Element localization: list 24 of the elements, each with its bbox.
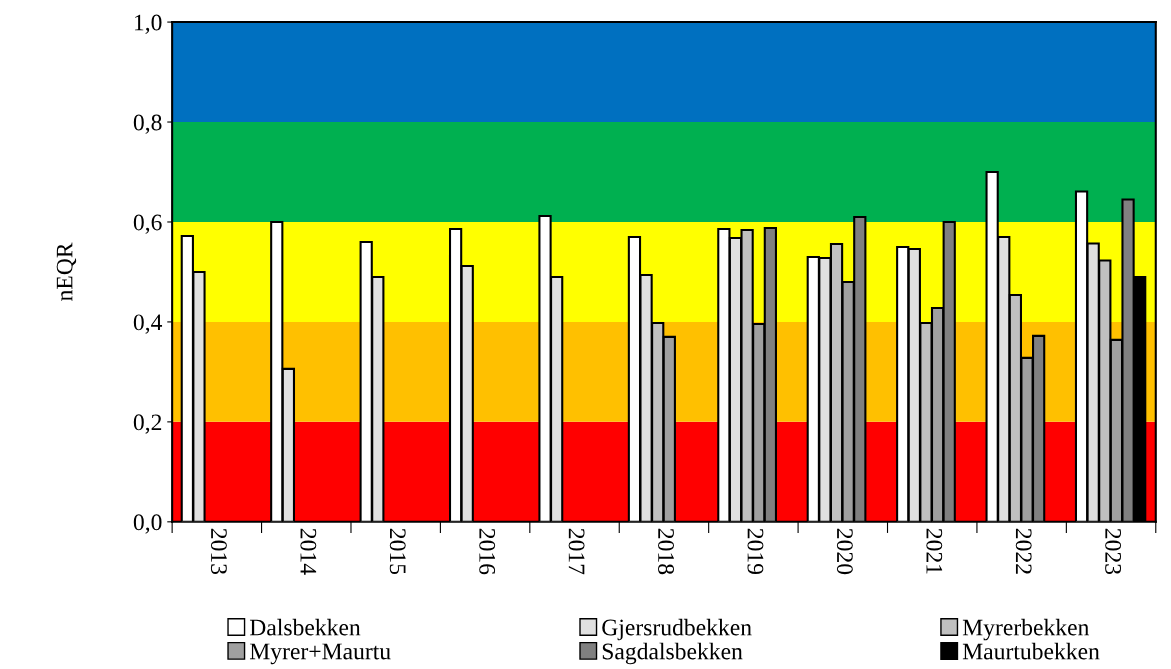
y-axis-title: nEQR — [56, 242, 77, 301]
x-tick-label: 2021 — [926, 528, 943, 574]
x-tick-label: 2014 — [300, 528, 317, 575]
y-tick-label: 0,2 — [133, 414, 162, 434]
legend-label: Myrer+Maurtu — [249, 643, 391, 665]
legend-label: Sagdalsbekken — [602, 642, 743, 665]
y-tick-label: 1,0 — [134, 14, 162, 34]
y-tick-label: 0,6 — [133, 214, 162, 234]
x-tick-label: 2016 — [479, 528, 496, 575]
legend-label: Gjersrudbekken — [602, 618, 752, 641]
x-tick-label: 2017 — [568, 528, 585, 575]
legend-label: Maurtubekken — [962, 642, 1100, 660]
x-tick-label: 2022 — [1015, 528, 1032, 574]
y-tick-label: 0,4 — [133, 314, 163, 334]
x-tick-label: 2023 — [1105, 528, 1122, 575]
x-tick-label: 2018 — [658, 528, 674, 575]
x-tick-label: 2013 — [210, 528, 227, 575]
x-tick-label: 2015 — [389, 528, 406, 575]
x-tick-label: 2020 — [836, 528, 853, 575]
x-tick-label: 2019 — [747, 528, 764, 575]
y-tick-label: 0,0 — [133, 514, 162, 534]
legend-label: Myrerbekken — [962, 618, 1090, 641]
legend-label: Dalsbekken — [249, 618, 361, 636]
y-tick-label: 0,8 — [133, 114, 162, 134]
